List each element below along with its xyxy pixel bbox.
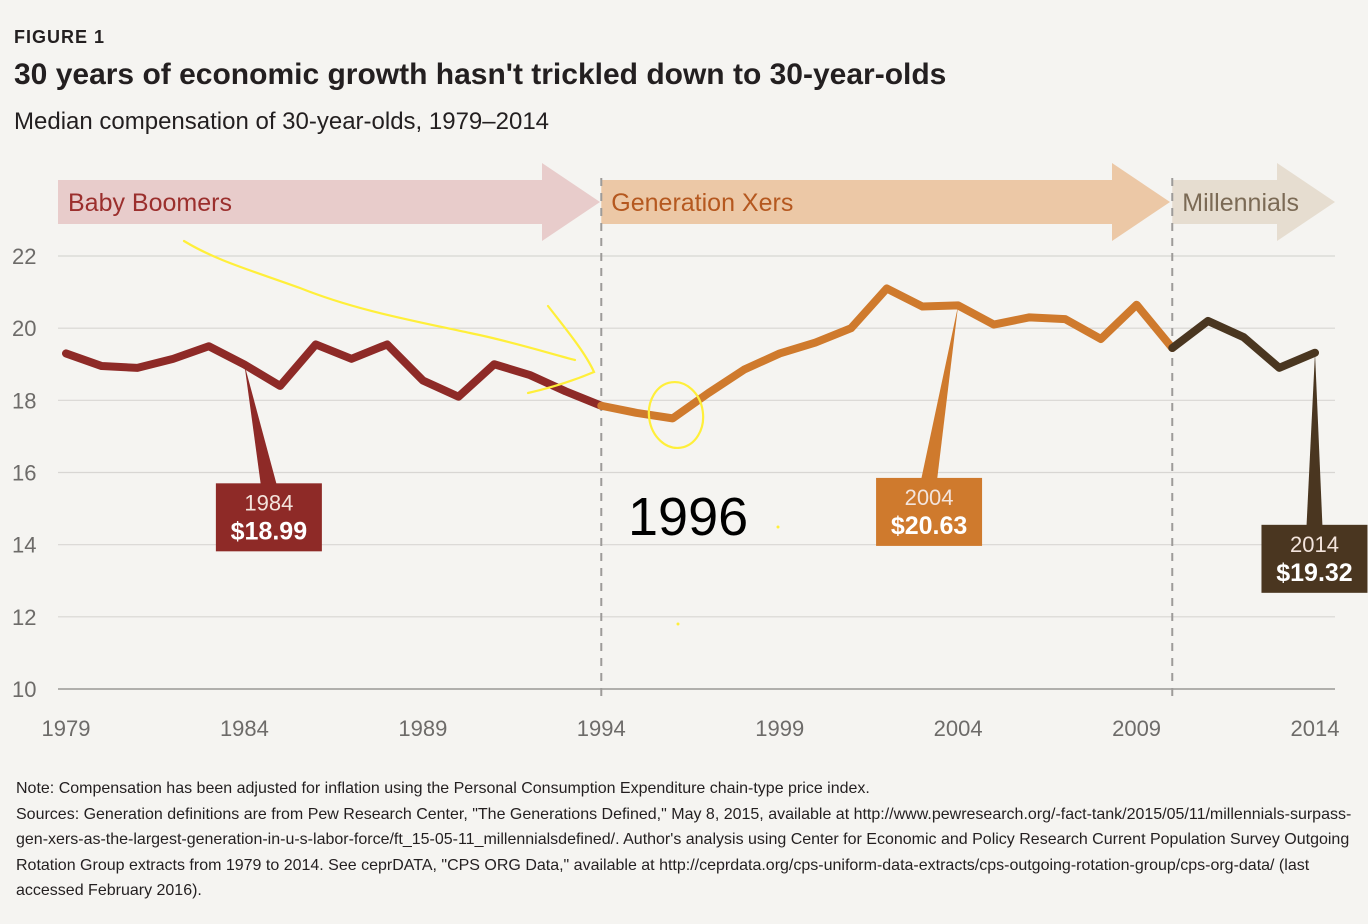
x-tick-label: 1999	[755, 716, 804, 741]
callout-box	[876, 477, 983, 546]
x-tick-label: 1994	[577, 716, 626, 741]
callout-year: 2004	[905, 485, 954, 510]
chart-subtitle: Median compensation of 30-year-olds, 197…	[14, 108, 550, 135]
callout-box	[215, 483, 322, 552]
callout-year: 1984	[244, 490, 293, 515]
callout-value: $20.63	[891, 512, 967, 540]
series-line-baby-boomers	[62, 340, 606, 410]
callout-pointer	[921, 305, 959, 480]
generation-band-baby-boomers	[58, 163, 600, 241]
y-tick-label: 20	[12, 316, 36, 341]
chart-notes: Note: Compensation has been adjusted for…	[16, 776, 1356, 904]
callout-pointer	[1306, 352, 1323, 527]
line-chart: Baby Boomers Generation Xers Millennials 10…	[12, 163, 1368, 741]
x-tick-label: 2014	[1291, 716, 1340, 741]
x-tick-label: 2009	[1112, 716, 1161, 741]
y-tick-label: 16	[12, 461, 36, 486]
series-line-millennials	[1168, 316, 1319, 372]
annotation-arrow-stroke	[182, 239, 577, 362]
generation-band-millennials	[1172, 163, 1335, 241]
callout-value: $18.99	[231, 517, 307, 545]
sources-text: Sources: Generation definitions are from…	[16, 805, 1352, 900]
x-tick-label: 2004	[934, 716, 983, 741]
callout-year: 2014	[1290, 532, 1339, 557]
generation-band-label: Generation Xers	[611, 189, 793, 217]
y-tick-label: 18	[12, 388, 36, 413]
y-tick-label: 12	[12, 605, 36, 630]
callout-value: $19.32	[1276, 559, 1352, 587]
generation-band-label: Baby Boomers	[68, 189, 232, 217]
generation-band-generation-xers	[601, 163, 1170, 241]
series-line-generation-xers	[597, 284, 1177, 423]
annotation-dot	[776, 525, 780, 529]
y-tick-label: 22	[12, 244, 36, 269]
annotation-arrowhead	[526, 304, 596, 395]
annotation-year-label: 1996	[628, 487, 748, 547]
x-tick-label: 1989	[398, 716, 447, 741]
chart-title: 30 years of economic growth hasn't trick…	[14, 58, 947, 91]
y-tick-label: 10	[12, 677, 36, 702]
figure-label: FIGURE 1	[14, 27, 106, 47]
annotation-dot	[676, 622, 680, 626]
generation-band-label: Millennials	[1182, 189, 1299, 217]
note-text: Note: Compensation has been adjusted for…	[16, 780, 870, 797]
annotation-circle	[647, 381, 705, 449]
callout-box	[1261, 524, 1368, 593]
x-tick-label: 1979	[42, 716, 91, 741]
y-tick-label: 14	[12, 533, 36, 558]
x-tick-label: 1984	[220, 716, 269, 741]
